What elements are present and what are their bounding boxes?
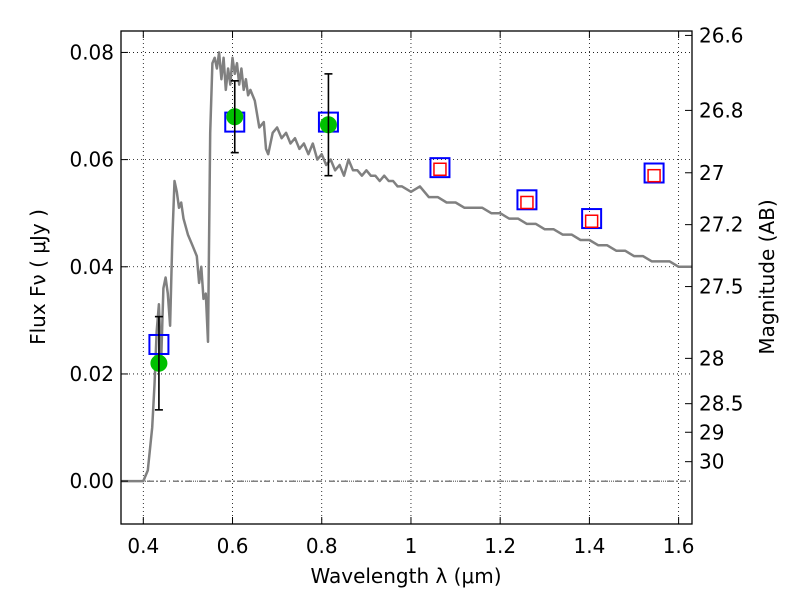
upper-limit-square bbox=[433, 162, 447, 177]
upper-limit-square bbox=[584, 214, 599, 228]
x-tick-label: 0.6 bbox=[217, 534, 249, 558]
magnitude-tick-label: 30 bbox=[699, 450, 724, 474]
x-tick-label: 1.4 bbox=[573, 534, 605, 558]
magnitude-tick-label: 28 bbox=[699, 346, 724, 370]
x-tick-label: 1.6 bbox=[663, 534, 695, 558]
magnitude-tick-label: 28.5 bbox=[699, 392, 744, 416]
x-tick-label: 0.4 bbox=[127, 534, 159, 558]
magnitude-tick-label: 27 bbox=[699, 161, 724, 185]
magnitude-tick-label: 26.6 bbox=[699, 23, 744, 47]
y-tick-label: 0.02 bbox=[69, 362, 114, 386]
y-tick-label: 0.08 bbox=[69, 40, 114, 64]
magnitude-tick-label: 29 bbox=[699, 420, 724, 444]
y-axis-label: Flux Fν ( μJy ) bbox=[26, 209, 50, 345]
y-axis-ticks: 0.00 0.02 0.04 0.06 0.08 bbox=[69, 40, 128, 493]
plot-layer bbox=[121, 51, 692, 483]
magnitude-tick-label: 26.8 bbox=[699, 98, 744, 122]
model-band-square bbox=[581, 208, 603, 230]
x-axis-label: Wavelength λ (μm) bbox=[310, 564, 501, 588]
y-tick-label: 0.04 bbox=[69, 255, 114, 279]
magnitude-axis-ticks: 26.6 26.8 27 27.2 27.5 28 28.5 29 30 bbox=[685, 23, 744, 474]
magnitude-tick-label: 27.2 bbox=[699, 213, 744, 237]
magnitude-axis-label: Magnitude (AB) bbox=[755, 199, 779, 354]
y-tick-label: 0.00 bbox=[69, 469, 114, 493]
y-tick-label: 0.06 bbox=[69, 148, 114, 172]
magnitude-tick-label: 27.5 bbox=[699, 275, 744, 299]
x-tick-label: 1.2 bbox=[484, 534, 516, 558]
x-axis-ticks: 0.4 0.6 0.8 1 1.2 1.4 1.6 bbox=[127, 31, 695, 558]
sed-model-line bbox=[121, 51, 692, 483]
model-band-square bbox=[643, 162, 665, 184]
plot-frame bbox=[120, 30, 693, 525]
x-tick-label: 1 bbox=[405, 534, 418, 558]
upper-limit-square bbox=[520, 195, 534, 210]
model-band-square bbox=[429, 157, 451, 179]
plot-background bbox=[121, 31, 692, 524]
x-tick-label: 0.8 bbox=[306, 534, 338, 558]
upper-limit-square bbox=[647, 168, 661, 183]
model-band-square bbox=[516, 189, 538, 211]
